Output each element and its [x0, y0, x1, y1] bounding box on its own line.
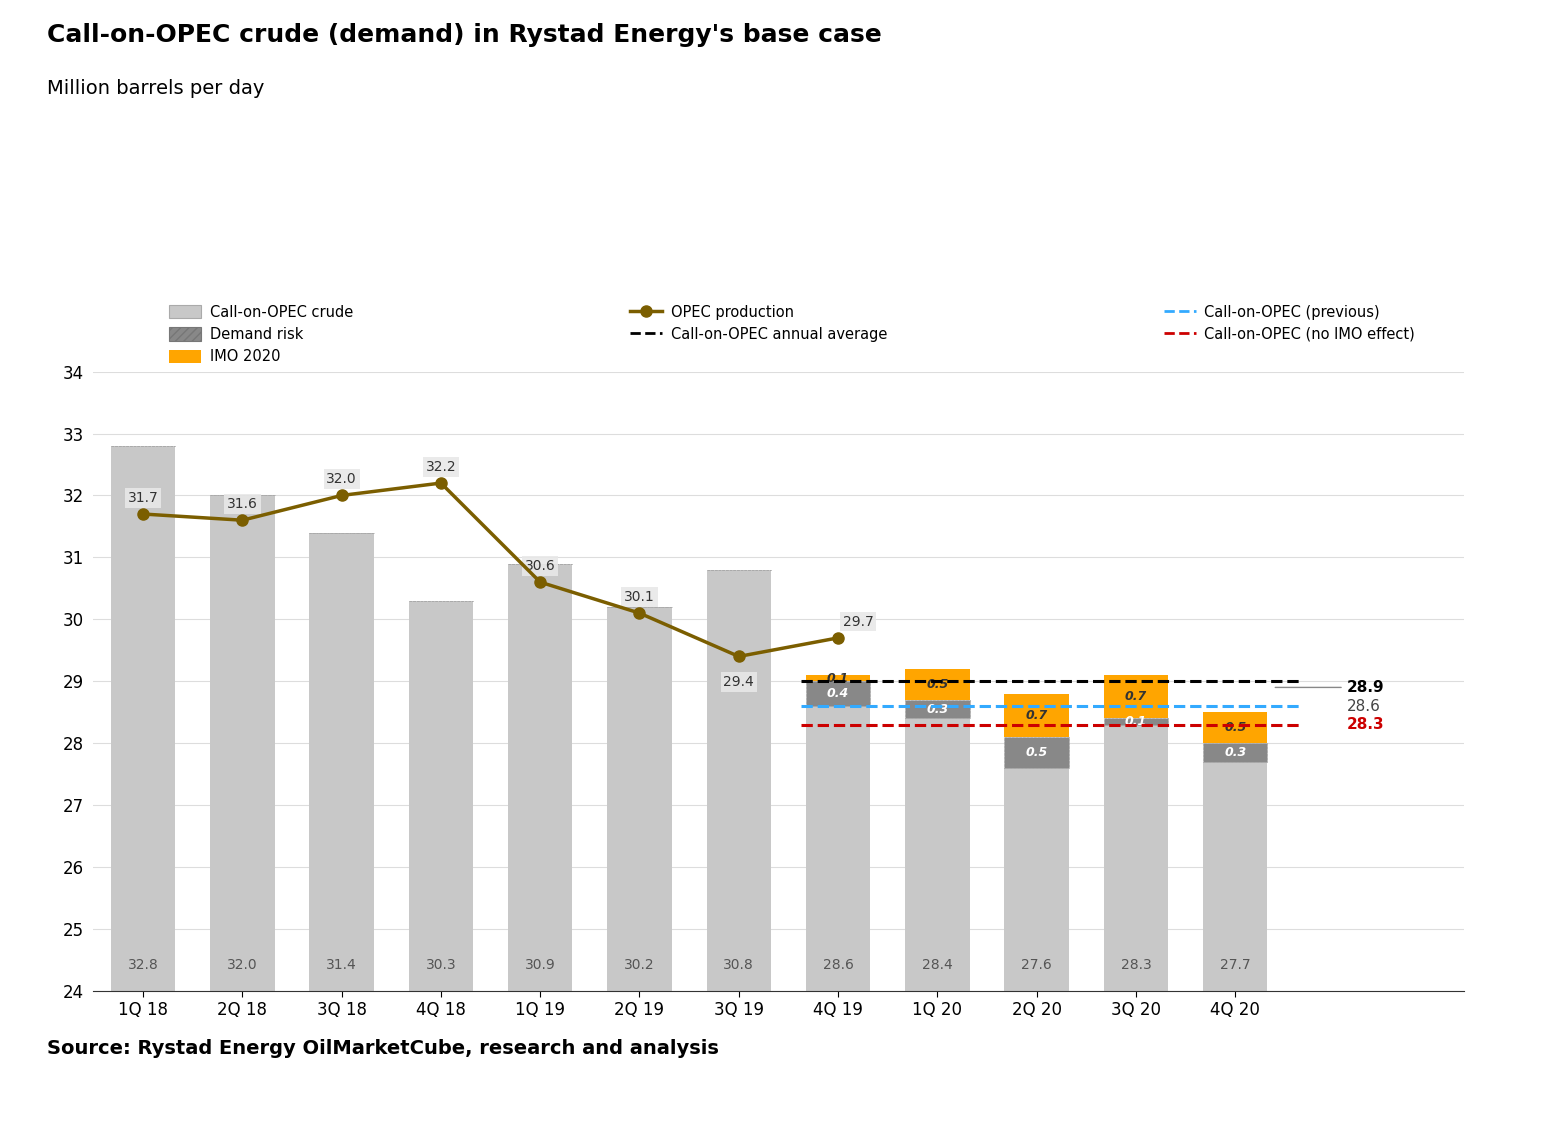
- Text: 0.7: 0.7: [1026, 708, 1048, 722]
- Bar: [1104, 725, 1168, 991]
- Text: 0.1: 0.1: [1124, 715, 1148, 729]
- Bar: [1004, 694, 1070, 738]
- Text: 31.7: 31.7: [128, 491, 159, 504]
- Text: 28.3: 28.3: [1121, 958, 1151, 973]
- Text: 28.6: 28.6: [822, 958, 853, 973]
- Text: 30.2: 30.2: [624, 958, 655, 973]
- Text: 31.4: 31.4: [327, 958, 357, 973]
- Bar: [905, 669, 970, 700]
- Bar: [1104, 674, 1168, 718]
- Text: 0.3: 0.3: [1224, 745, 1246, 759]
- Text: 30.1: 30.1: [624, 590, 655, 604]
- Legend: Call-on-OPEC crude, Demand risk, IMO 2020, OPEC production, Call-on-OPEC annual : Call-on-OPEC crude, Demand risk, IMO 202…: [170, 305, 1415, 365]
- Text: 27.7: 27.7: [1219, 958, 1250, 973]
- Text: 0.5: 0.5: [926, 678, 948, 691]
- Text: 0.3: 0.3: [926, 703, 948, 716]
- Bar: [111, 446, 176, 991]
- Bar: [310, 533, 374, 991]
- Bar: [905, 718, 970, 991]
- Text: 30.9: 30.9: [525, 958, 556, 973]
- Bar: [607, 607, 671, 991]
- Text: 32.0: 32.0: [227, 958, 257, 973]
- Bar: [807, 706, 870, 991]
- Text: 30.3: 30.3: [425, 958, 456, 973]
- Text: Source: Rystad Energy OilMarketCube, research and analysis: Source: Rystad Energy OilMarketCube, res…: [47, 1039, 719, 1058]
- Bar: [1004, 768, 1070, 991]
- Text: 0.5: 0.5: [1224, 721, 1246, 734]
- Bar: [807, 681, 870, 706]
- Text: 31.6: 31.6: [227, 497, 258, 511]
- Text: 32.8: 32.8: [128, 958, 159, 973]
- Text: 30.6: 30.6: [525, 558, 556, 573]
- Text: 28.3: 28.3: [1347, 717, 1384, 732]
- Bar: [807, 674, 870, 681]
- Text: 32.0: 32.0: [327, 472, 357, 486]
- Text: 30.8: 30.8: [724, 958, 754, 973]
- Bar: [408, 601, 473, 991]
- Text: 29.4: 29.4: [724, 676, 754, 689]
- Text: 0.1: 0.1: [827, 671, 849, 685]
- Text: 32.2: 32.2: [425, 459, 456, 474]
- Bar: [1004, 736, 1070, 768]
- Text: 28.6: 28.6: [1347, 698, 1381, 714]
- Bar: [707, 570, 771, 991]
- Text: 29.7: 29.7: [842, 615, 873, 628]
- Text: 28.9: 28.9: [1347, 680, 1384, 695]
- Bar: [210, 495, 274, 991]
- Text: 0.5: 0.5: [1026, 745, 1048, 759]
- Bar: [1204, 743, 1267, 761]
- Text: 28.4: 28.4: [922, 958, 953, 973]
- Bar: [1204, 713, 1267, 743]
- Text: 27.6: 27.6: [1021, 958, 1053, 973]
- Text: Million barrels per day: Million barrels per day: [47, 79, 265, 98]
- Text: 0.7: 0.7: [1124, 690, 1148, 704]
- Bar: [905, 700, 970, 718]
- Bar: [1104, 718, 1168, 725]
- Text: Call-on-OPEC crude (demand) in Rystad Energy's base case: Call-on-OPEC crude (demand) in Rystad En…: [47, 23, 881, 46]
- Text: 0.4: 0.4: [827, 687, 849, 700]
- Bar: [1204, 762, 1267, 991]
- Bar: [508, 564, 573, 991]
